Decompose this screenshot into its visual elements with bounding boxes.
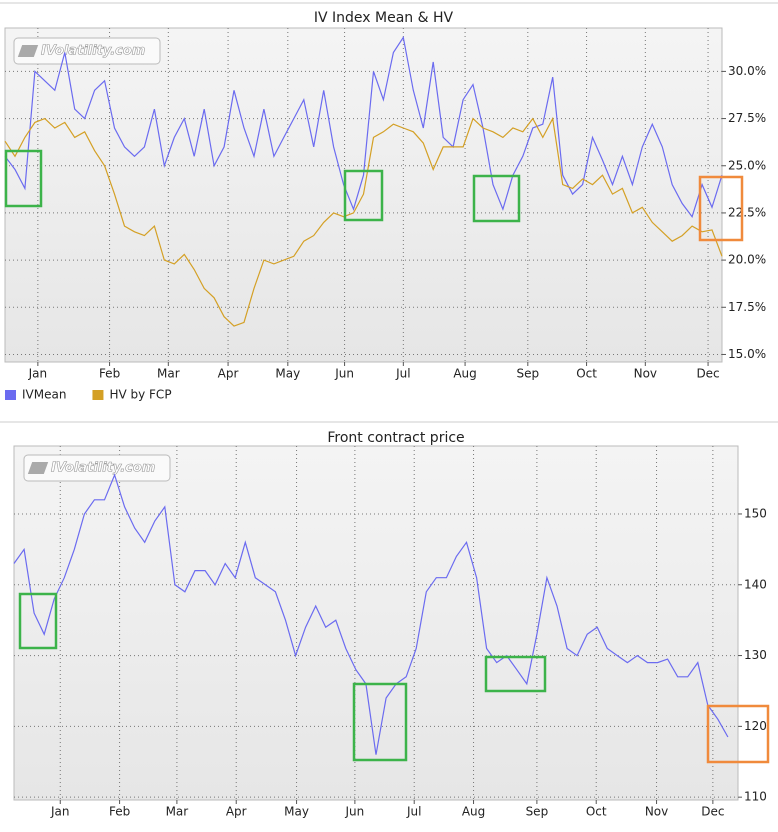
- highlight-box: [18, 592, 58, 650]
- x-tick-label: May: [284, 805, 309, 819]
- y-tick-label: 15.0%: [728, 347, 766, 361]
- highlight-box: [352, 682, 408, 762]
- watermark-badge: [23, 454, 171, 482]
- highlight-box: [706, 704, 770, 764]
- x-tick-label: Feb: [99, 367, 120, 381]
- x-tick-label: Oct: [576, 367, 597, 381]
- watermark-logo: [27, 462, 49, 474]
- series-line: [4, 116, 723, 327]
- chart-title: IV Index Mean & HV: [314, 10, 454, 26]
- series-line: [13, 473, 729, 755]
- x-tick-label: Nov: [634, 367, 657, 381]
- legend-label: IVMean: [22, 388, 66, 402]
- x-tick-label: Mar: [157, 367, 180, 381]
- legend-swatch: [5, 390, 16, 400]
- x-tick-label: Jun: [334, 367, 354, 381]
- y-tick-label: 30.0%: [728, 64, 766, 78]
- y-tick-label: 22.5%: [728, 205, 766, 219]
- x-tick-label: Apr: [218, 367, 239, 381]
- y-tick-label: 130: [744, 648, 767, 662]
- y-tick-label: 150: [744, 506, 767, 520]
- y-tick-label: 120: [744, 719, 767, 733]
- highlight-box: [698, 175, 744, 242]
- highlight-box: [484, 655, 547, 693]
- legend-swatch: [92, 390, 104, 400]
- annotation-boxes: [4, 149, 770, 764]
- y-tick-label: 27.5%: [728, 111, 766, 125]
- highlight-box: [472, 174, 521, 223]
- x-tick-label: Mar: [166, 805, 189, 819]
- x-tick-label: Dec: [701, 805, 724, 819]
- x-tick-label: Nov: [645, 805, 668, 819]
- x-tick-label: Feb: [109, 805, 130, 819]
- watermark-logo: [17, 45, 39, 57]
- chart-title: Front contract price: [327, 430, 464, 446]
- y-tick-label: 140: [744, 577, 767, 591]
- y-tick-label: 17.5%: [728, 300, 766, 314]
- highlight-box: [343, 169, 384, 222]
- x-tick-label: Jun: [345, 805, 365, 819]
- legend-label: HV by FCP: [109, 388, 171, 402]
- watermark: IVolatility.com: [41, 44, 145, 59]
- plot-area: [13, 445, 739, 801]
- x-tick-label: Dec: [696, 367, 719, 381]
- y-tick-label: 110: [744, 790, 767, 804]
- x-tick-label: Jul: [406, 805, 421, 819]
- y-tick-label: 25.0%: [728, 158, 766, 172]
- x-tick-label: Aug: [453, 367, 476, 381]
- charts: IV Index Mean & HV 15.0% 17.5% 20.0% 22.5% 25…: [4, 10, 767, 819]
- x-tick-label: Jan: [28, 367, 48, 381]
- y-tick-label: 20.0%: [728, 253, 766, 267]
- series-line: [4, 35, 723, 218]
- highlight-box: [4, 149, 43, 208]
- watermark: IVolatility.com: [51, 461, 155, 476]
- x-tick-label: Sep: [526, 805, 549, 819]
- x-tick-label: Apr: [226, 805, 247, 819]
- x-tick-label: Jan: [50, 805, 70, 819]
- x-tick-label: Aug: [462, 805, 485, 819]
- x-tick-label: Jul: [395, 367, 410, 381]
- x-tick-label: May: [275, 367, 300, 381]
- x-tick-label: Oct: [586, 805, 607, 819]
- x-tick-label: Sep: [517, 367, 540, 381]
- watermark-badge: [13, 37, 161, 65]
